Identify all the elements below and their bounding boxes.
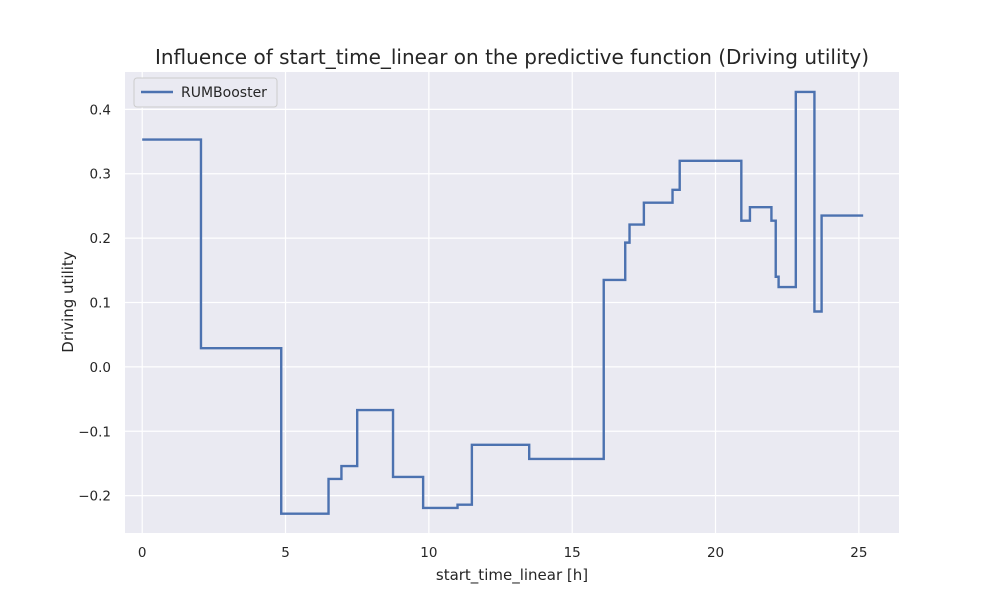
legend-box xyxy=(133,77,278,108)
y-axis-ticks: −0.2 −0.1 0.0 0.1 0.2 0.3 0.4 xyxy=(78,102,111,504)
y-tick-label: 0.3 xyxy=(90,167,111,183)
x-tick-label: 15 xyxy=(564,545,581,561)
legend-label-rumbooster: RUMBooster xyxy=(181,85,267,101)
x-axis-label: start_time_linear [h] xyxy=(436,566,588,585)
y-axis-label: Driving utility xyxy=(59,251,77,352)
x-tick-label: 10 xyxy=(420,545,437,561)
grid xyxy=(125,72,899,533)
y-tick-label: −0.1 xyxy=(78,424,111,440)
legend: RUMBooster xyxy=(133,77,278,108)
x-tick-label: 5 xyxy=(281,545,290,561)
series-line-rumbooster xyxy=(142,90,864,515)
y-tick-label: 0.1 xyxy=(90,296,111,312)
chart-title: Influence of start_time_linear on the pr… xyxy=(155,45,869,69)
x-tick-label: 20 xyxy=(707,545,724,561)
x-tick-label: 0 xyxy=(138,545,147,561)
y-tick-label: −0.2 xyxy=(78,489,111,505)
y-tick-label: 0.2 xyxy=(90,231,111,247)
x-axis-ticks: 0 5 10 15 20 25 xyxy=(138,545,868,561)
y-tick-label: 0.4 xyxy=(90,102,111,118)
y-tick-label: 0.0 xyxy=(90,360,111,376)
x-tick-label: 25 xyxy=(850,545,867,561)
